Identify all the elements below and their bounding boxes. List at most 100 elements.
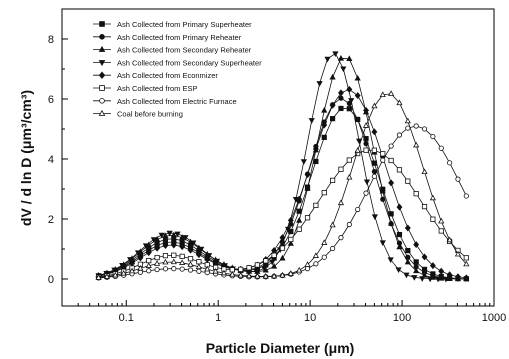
data-point	[388, 211, 394, 217]
data-point	[363, 147, 369, 153]
data-point	[388, 220, 395, 226]
data-point	[153, 260, 161, 266]
x-tick-label: 10	[304, 312, 316, 324]
data-point	[379, 240, 386, 246]
data-point	[196, 259, 202, 265]
data-point	[304, 171, 311, 179]
data-point	[332, 51, 339, 57]
data-point	[170, 231, 177, 238]
data-point	[312, 252, 319, 258]
data-point	[321, 239, 328, 245]
x-tick-label: 100	[393, 312, 411, 324]
data-point	[287, 270, 294, 276]
data-point	[447, 160, 453, 166]
y-axis-ticks: 0 2 4 6 8	[48, 8, 68, 286]
legend-marker	[98, 71, 106, 79]
legend-marker	[99, 33, 105, 40]
data-point	[396, 243, 403, 250]
legend-entry: Ash Collected from Secondary Reheater	[93, 46, 252, 55]
x-tick-label: 1	[215, 312, 221, 324]
data-point	[120, 269, 127, 276]
data-point	[279, 254, 286, 261]
y-tick-label: 6	[48, 94, 54, 106]
data-point	[404, 224, 411, 232]
data-point	[430, 216, 436, 222]
data-point	[187, 246, 194, 254]
data-point	[338, 235, 344, 241]
data-point	[404, 117, 411, 124]
data-point	[174, 231, 181, 238]
data-point	[296, 195, 303, 203]
data-point	[134, 250, 142, 256]
legend-label: Coal before burning	[117, 110, 183, 119]
legend-label: Ash Collected from ESP	[117, 84, 197, 93]
data-point	[321, 107, 328, 113]
data-point	[137, 269, 143, 275]
legend-label: Ash Collected from Secondary Superheater	[117, 58, 262, 67]
series-line	[98, 108, 467, 280]
data-point	[162, 232, 169, 239]
data-point	[371, 160, 377, 166]
data-point	[95, 274, 102, 280]
legend-marker	[99, 98, 105, 104]
data-point	[304, 261, 311, 267]
series-0	[95, 105, 469, 282]
data-point	[371, 128, 378, 136]
y-axis-title: dV / d ln D (μm³/cm³)	[18, 90, 34, 226]
data-point	[354, 74, 361, 81]
data-point	[304, 266, 311, 272]
data-point	[145, 249, 152, 257]
data-point	[154, 254, 160, 261]
data-point	[463, 255, 469, 261]
data-point	[337, 199, 345, 206]
data-point	[446, 275, 453, 281]
data-point	[321, 254, 327, 260]
data-point	[296, 208, 302, 214]
data-point	[338, 166, 344, 172]
legend-entry: Ash Collected from Primary Superheater	[93, 20, 252, 29]
data-point	[137, 264, 144, 271]
data-point	[446, 236, 453, 243]
data-point	[179, 234, 186, 240]
data-point	[246, 265, 252, 271]
data-point	[127, 257, 134, 263]
data-point	[316, 81, 323, 87]
data-point	[269, 259, 276, 266]
data-point	[388, 179, 395, 187]
data-point	[421, 253, 428, 261]
data-point	[304, 215, 311, 221]
data-point	[395, 267, 402, 274]
x-tick-label: 0.1	[119, 312, 134, 324]
data-point	[346, 85, 353, 93]
data-point	[262, 272, 269, 279]
data-point	[261, 266, 268, 272]
data-point	[463, 260, 470, 267]
data-point	[204, 265, 211, 272]
y-tick-label: 4	[48, 154, 54, 166]
data-point	[371, 147, 377, 153]
data-point	[321, 134, 327, 140]
data-point	[254, 272, 261, 279]
data-point	[421, 168, 428, 175]
data-point	[112, 271, 119, 278]
data-point	[137, 254, 144, 262]
data-point	[287, 216, 294, 224]
data-point	[195, 251, 202, 259]
data-point	[179, 259, 186, 265]
x-tick-label: 1000	[482, 312, 506, 324]
data-point	[403, 272, 410, 279]
plot-frame	[61, 8, 495, 307]
data-point	[411, 275, 418, 281]
data-point	[388, 90, 395, 96]
data-point	[245, 272, 253, 279]
legend-label: Ash Collected from Electric Furnace	[117, 97, 237, 106]
data-point	[371, 173, 377, 179]
legend-label: Ash Collected from Primary Superheater	[117, 20, 252, 29]
data-point	[206, 253, 213, 259]
data-point	[162, 253, 169, 259]
data-point	[220, 269, 228, 276]
data-point	[362, 122, 370, 128]
data-point	[380, 151, 386, 157]
data-point	[103, 273, 111, 279]
data-point	[463, 193, 469, 199]
